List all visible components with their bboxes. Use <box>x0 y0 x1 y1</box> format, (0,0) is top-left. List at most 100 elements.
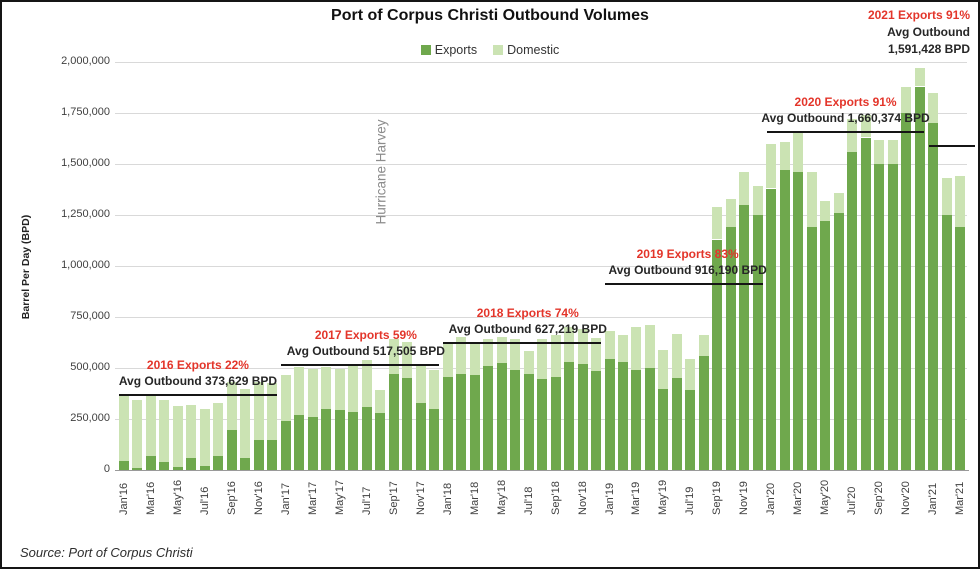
bar-exports-segment <box>752 215 763 470</box>
annotation-avg-label: Avg Outbound 916,190 BPD <box>608 263 767 278</box>
legend-label: Domestic <box>507 43 560 57</box>
bar-exports-segment <box>887 164 898 470</box>
bar-exports-segment <box>739 204 750 470</box>
bar-exports-segment <box>604 358 615 470</box>
bar-domestic-segment <box>712 206 723 240</box>
y-tick-label: 500,000 <box>70 361 110 373</box>
bar-domestic-segment <box>226 382 237 431</box>
x-tick-label: Jan'17 <box>279 482 292 515</box>
bar-domestic-segment <box>172 405 183 467</box>
bar-domestic-segment <box>469 343 480 376</box>
bar-domestic-segment <box>793 131 804 173</box>
annotation-avg-label: Avg Outbound 517,505 BPD <box>286 344 445 359</box>
bar-exports-segment <box>429 408 440 470</box>
annotation-year-label: 2019 Exports 83% <box>636 247 739 262</box>
bar-exports-segment <box>685 390 696 470</box>
bar-domestic-segment <box>280 375 291 421</box>
x-axis-line <box>115 470 969 471</box>
bar-exports-segment <box>132 468 143 470</box>
bar-exports-segment <box>941 215 952 470</box>
bar-exports-segment <box>577 363 588 470</box>
bar-exports-segment <box>550 377 561 470</box>
bar-domestic-segment <box>955 176 966 228</box>
bar-exports-segment <box>928 123 939 470</box>
bar-domestic-segment <box>361 359 372 407</box>
bar-exports-segment <box>226 430 237 470</box>
source-note: Source: Port of Corpus Christi <box>20 545 193 560</box>
bar-domestic-segment <box>860 115 871 138</box>
x-tick-label: Mar'17 <box>306 481 319 515</box>
bar-domestic-segment <box>928 92 939 124</box>
bar-domestic-segment <box>213 402 224 456</box>
bar-domestic-segment <box>186 404 197 458</box>
bar-exports-segment <box>671 378 682 470</box>
bar-exports-segment <box>456 374 466 470</box>
gridline <box>115 62 967 63</box>
bar-domestic-segment <box>698 335 709 356</box>
x-tick-label: May'20 <box>819 479 832 515</box>
bar-exports-segment <box>145 455 156 470</box>
x-tick-label: Mar'16 <box>144 481 157 515</box>
x-tick-label: Jan'21 <box>927 482 940 515</box>
gridline <box>115 215 967 216</box>
bar-exports-segment <box>901 113 912 470</box>
bar-domestic-segment <box>307 369 318 417</box>
bar-exports-segment <box>361 406 372 470</box>
x-tick-label: Jul'20 <box>846 486 859 515</box>
bar-exports-segment <box>240 457 251 470</box>
bar-exports-segment <box>712 239 723 470</box>
bar-exports-segment <box>658 389 669 470</box>
bar-exports-segment <box>860 137 871 470</box>
bar-domestic-segment <box>456 337 466 375</box>
bar-domestic-segment <box>725 198 736 228</box>
annotation-avg-line <box>280 364 439 367</box>
bar-domestic-segment <box>415 363 426 403</box>
annotation-avg-label: Avg Outbound 1,660,374 BPD <box>761 111 930 126</box>
chart-title: Port of Corpus Christi Outbound Volumes <box>331 7 649 24</box>
y-tick-label: 1,500,000 <box>61 157 110 169</box>
bar-domestic-segment <box>429 370 440 409</box>
gridline <box>115 164 967 165</box>
annotation-year-label: 2018 Exports 74% <box>476 306 579 320</box>
bar-domestic-segment <box>618 335 628 362</box>
bar-domestic-segment <box>550 335 561 378</box>
bar-exports-segment <box>402 378 413 470</box>
bar-exports-segment <box>199 466 210 470</box>
y-tick-label: 1,000,000 <box>61 259 110 271</box>
bar-domestic-segment <box>442 341 453 378</box>
chart-legend: Exports Domestic <box>2 43 978 57</box>
x-tick-label: Mar'20 <box>792 481 805 515</box>
annotation-avg-label: Avg Outbound <box>887 25 970 39</box>
annotation-avg-label: Avg Outbound 627,219 BPD <box>448 322 607 336</box>
bar-exports-segment <box>483 366 493 470</box>
x-tick-label: Jan'16 <box>117 482 130 515</box>
bar-domestic-segment <box>604 331 615 359</box>
bar-domestic-segment <box>806 172 817 228</box>
bar-domestic-segment <box>901 86 912 113</box>
bar-domestic-segment <box>321 367 332 409</box>
gridline <box>115 266 967 267</box>
x-tick-label: Mar'18 <box>468 481 481 515</box>
x-tick-label: Jul'17 <box>360 486 373 515</box>
bar-domestic-segment <box>537 339 547 380</box>
x-tick-label: Nov'19 <box>738 481 751 515</box>
bar-exports-segment <box>321 408 332 470</box>
bar-domestic-segment <box>294 367 305 415</box>
y-tick-label: 1,750,000 <box>61 106 110 118</box>
bar-exports-segment <box>172 466 183 470</box>
bar-exports-segment <box>564 361 574 470</box>
bar-exports-segment <box>766 188 777 470</box>
bar-exports-segment <box>833 213 844 470</box>
domestic-legend-swatch <box>493 45 504 55</box>
legend-item: Exports <box>420 43 477 57</box>
gridline <box>115 317 967 318</box>
y-axis-title: Barrel Per Day (BPD) <box>20 214 32 320</box>
bar-domestic-segment <box>941 178 952 215</box>
bar-domestic-segment <box>199 408 210 467</box>
bar-domestic-segment <box>779 141 790 171</box>
bar-exports-segment <box>806 227 817 470</box>
y-tick-label: 1,250,000 <box>61 208 110 220</box>
bar-exports-segment <box>523 374 534 470</box>
gridline <box>115 113 967 114</box>
x-tick-label: Jan'19 <box>603 482 616 515</box>
